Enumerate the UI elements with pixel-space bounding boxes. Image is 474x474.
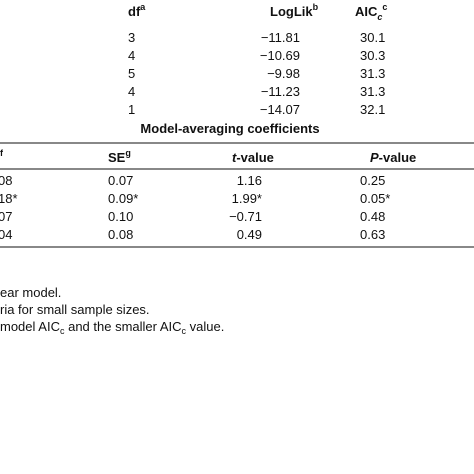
cell: −0.71: [229, 209, 262, 224]
header-sup: f: [0, 148, 4, 158]
header-sup: c: [382, 2, 387, 12]
cell: 0.10: [108, 209, 133, 224]
header-sup: a: [140, 2, 146, 12]
header-sub: c: [377, 12, 382, 22]
header-text: LogLik: [270, 4, 313, 19]
footnote-text: ear model.: [0, 285, 61, 300]
footnote: model AICc and the smaller AICc value.: [0, 319, 224, 336]
cell: 1.99*: [232, 191, 262, 206]
header-text: df: [128, 4, 141, 19]
cell: 1: [128, 102, 135, 117]
column-header: SEg: [108, 148, 131, 165]
cell: 31.3: [360, 66, 385, 81]
cell: −11.81: [261, 30, 300, 45]
cell: 1.16: [237, 173, 262, 188]
cell: −10.69: [260, 48, 300, 63]
cell: 0.48: [360, 209, 385, 224]
cell: −9.98: [267, 66, 300, 81]
cell: 0.05*: [360, 191, 390, 206]
cell: 32.1: [360, 102, 385, 117]
cell: 18*: [0, 191, 18, 206]
footnote-sub: c: [60, 326, 65, 336]
column-header: P-value: [370, 150, 416, 165]
cell: 31.3: [360, 84, 385, 99]
cell: 0.09*: [108, 191, 138, 206]
column-header: f: [0, 148, 4, 158]
header-text: -value: [236, 150, 274, 165]
footnote-text: value.: [186, 319, 224, 334]
cell: 3: [128, 30, 135, 45]
cell: 0.63: [360, 227, 385, 242]
section-title: Model-averaging coefficients: [140, 121, 319, 136]
footnote-text: model AIC: [0, 319, 60, 334]
cell: −14.07: [260, 102, 300, 117]
footnote-sub: c: [182, 326, 187, 336]
column-header: t-value: [232, 150, 274, 165]
header-italic: P: [370, 150, 379, 165]
footnote: ear model.: [0, 285, 61, 300]
cell: −11.23: [261, 84, 300, 99]
cell: 07: [0, 209, 12, 224]
header-sup: b: [313, 2, 319, 12]
header-text: SE: [108, 150, 126, 165]
column-header: LogLikb: [270, 2, 319, 19]
footnote: ria for small sample sizes.: [0, 302, 150, 317]
header-text: AIC: [355, 4, 378, 19]
header-text: -value: [379, 150, 417, 165]
cell: 0.25: [360, 173, 385, 188]
cell: 04: [0, 227, 12, 242]
cell: 30.1: [360, 30, 385, 45]
column-header: dfa: [128, 2, 146, 19]
cell: 08: [0, 173, 12, 188]
footnote-text: ria for small sample sizes.: [0, 302, 150, 317]
cell: 30.3: [360, 48, 385, 63]
cell: 0.07: [108, 173, 133, 188]
cell: 5: [128, 66, 135, 81]
column-header: AICcc: [355, 2, 387, 22]
header-italic: t: [232, 150, 237, 165]
cell: 4: [128, 84, 135, 99]
header-sup: g: [125, 148, 131, 158]
cell: 0.49: [237, 227, 262, 242]
footnote-text: and the smaller AIC: [64, 319, 181, 334]
cell: 4: [128, 48, 135, 63]
cell: 0.08: [108, 227, 133, 242]
